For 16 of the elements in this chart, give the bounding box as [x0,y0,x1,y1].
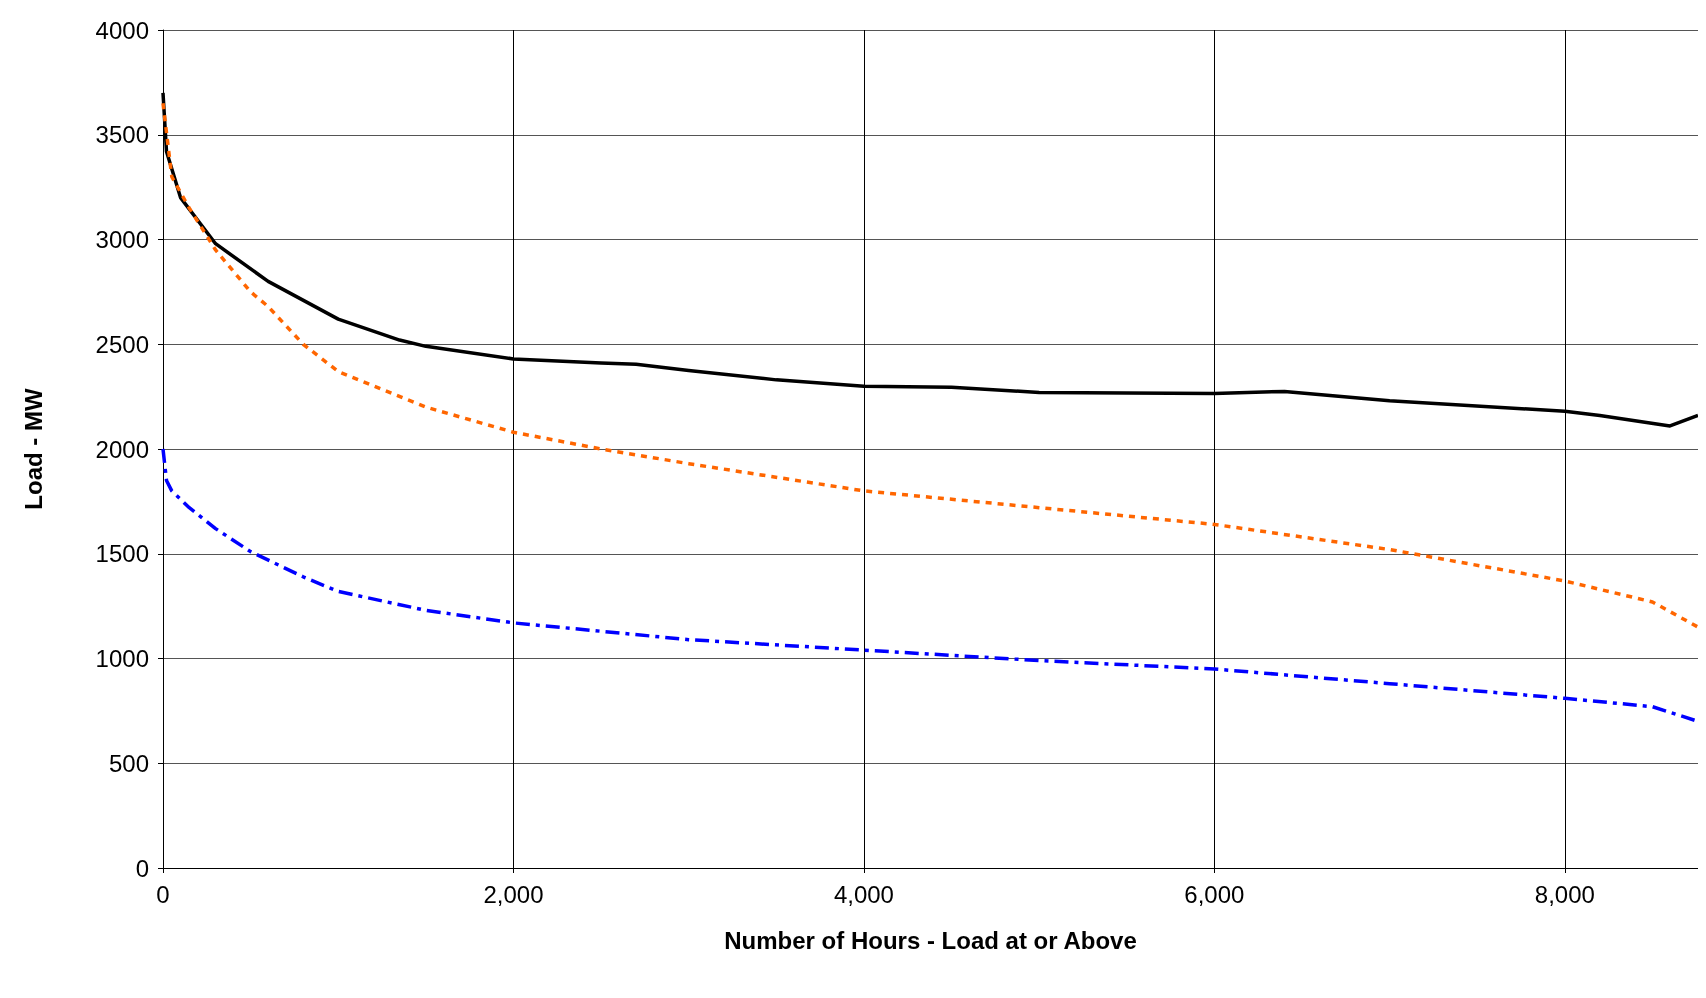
y-tick-label: 3000 [95,226,149,253]
y-tick-label: 1000 [95,645,149,672]
x-tick-label: 2,000 [483,880,544,908]
x-tick-label: 0 [156,880,170,908]
y-tick-label: 2000 [95,435,149,463]
y-tick-label: 500 [108,749,149,777]
y-tick-label: 2500 [95,330,149,358]
x-tick-label: 6,000 [1184,880,1245,908]
x-tick-label: 8,000 [1534,880,1595,908]
y-tick-label: 1500 [95,540,149,568]
y-tick-label: 0 [135,854,149,882]
x-axis-title: Number of Hours - Load at or Above [724,926,1137,954]
y-axis-title: Load - MW [19,388,47,510]
y-tick-label: 3500 [95,121,149,149]
x-tick-label: 4,000 [833,880,894,908]
y-tick-label: 4000 [95,16,149,44]
